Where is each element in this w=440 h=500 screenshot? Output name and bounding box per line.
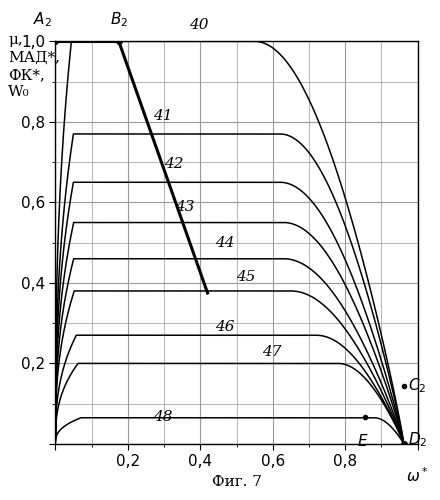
Text: μ,
МАД*,
ФК*,
W₀: μ, МАД*, ФК*, W₀: [8, 34, 60, 99]
Text: 42: 42: [164, 157, 183, 171]
X-axis label: Фиг. 7: Фиг. 7: [212, 475, 261, 489]
Text: 43: 43: [175, 200, 194, 214]
Text: 44: 44: [215, 236, 234, 250]
Text: 41: 41: [153, 109, 173, 123]
Text: $E$: $E$: [357, 432, 369, 448]
Text: 46: 46: [215, 320, 234, 334]
Text: 45: 45: [237, 270, 256, 284]
Text: $C_2$: $C_2$: [408, 376, 426, 395]
Text: $D_2$: $D_2$: [408, 430, 428, 449]
Text: 40: 40: [190, 18, 209, 32]
Text: $\omega^*$: $\omega^*$: [406, 466, 429, 485]
Text: $A_2$: $A_2$: [33, 10, 52, 29]
Text: $B_2$: $B_2$: [110, 10, 128, 29]
Text: 48: 48: [153, 410, 173, 424]
Text: 47: 47: [262, 345, 281, 359]
